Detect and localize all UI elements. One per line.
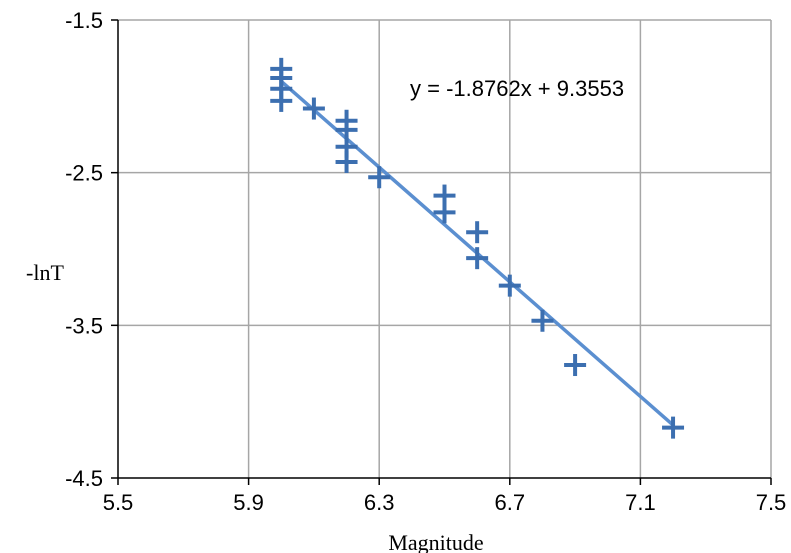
data-point: [498, 274, 521, 297]
y-tick-label: -3.5: [65, 313, 103, 338]
y-tick-label: -1.5: [65, 8, 103, 33]
data-point: [302, 97, 325, 120]
data-point: [564, 354, 587, 377]
x-tick-label: 6.3: [364, 490, 395, 515]
tick-labels: 5.5 5.9 6.3 6.7 7.1 7.5 -1.5 -2.5 -3.5 -4.5: [65, 8, 786, 515]
data-point: [368, 166, 391, 189]
data-point: [466, 221, 489, 244]
y-axis-title: -lnT: [26, 260, 64, 285]
x-axis-title: Magnitude: [388, 530, 483, 553]
x-tick-label: 5.5: [103, 490, 134, 515]
data-point: [662, 416, 685, 439]
data-point: [531, 309, 554, 332]
y-tick-label: -2.5: [65, 161, 103, 186]
grid-lines: [118, 19, 772, 478]
data-point: [466, 247, 489, 270]
data-point: [270, 89, 293, 112]
axes: [111, 19, 772, 485]
x-tick-label: 7.1: [625, 490, 656, 515]
data-point: [335, 150, 358, 173]
x-tick-label: 6.7: [495, 490, 526, 515]
data-points: [270, 57, 685, 439]
x-tick-label: 7.5: [756, 490, 787, 515]
data-point: [433, 201, 456, 224]
x-tick-label: 5.9: [233, 490, 264, 515]
y-tick-label: -4.5: [65, 466, 103, 491]
trendline-equation: y = -1.8762x + 9.3553: [410, 76, 624, 101]
